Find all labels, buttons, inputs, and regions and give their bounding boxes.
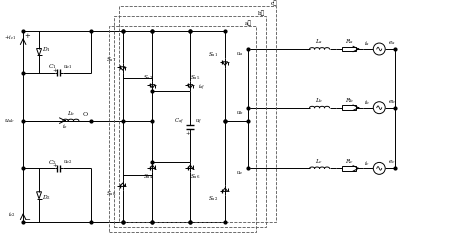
- Bar: [342, 47, 356, 52]
- Text: $e_a$: $e_a$: [388, 39, 396, 47]
- Text: $S_{a6}$: $S_{a6}$: [190, 172, 201, 181]
- Text: $i_{af}$: $i_{af}$: [198, 83, 206, 93]
- Text: $L_b$: $L_b$: [315, 96, 324, 105]
- Text: $u_{c2}$: $u_{c2}$: [63, 158, 73, 166]
- Text: $S_{a4}$: $S_{a4}$: [143, 172, 154, 181]
- Text: $i_{c2}$: $i_{c2}$: [9, 210, 16, 219]
- Text: $L_c$: $L_c$: [316, 157, 324, 166]
- Text: $+i_{c1}$: $+i_{c1}$: [4, 33, 16, 42]
- Text: $S_{a8}$: $S_{a8}$: [106, 189, 116, 198]
- Text: $-$: $-$: [24, 214, 31, 222]
- Text: $C_1$: $C_1$: [48, 62, 56, 71]
- Text: $S_{a5}$: $S_{a5}$: [190, 73, 201, 82]
- Text: $S_{a3}$: $S_{a3}$: [143, 73, 154, 82]
- Text: $e_b$: $e_b$: [388, 98, 396, 106]
- Text: $u_a$: $u_a$: [237, 50, 244, 58]
- Text: b相: b相: [258, 10, 265, 16]
- Text: c相: c相: [271, 0, 277, 6]
- Text: $R_b$: $R_b$: [345, 96, 354, 105]
- Circle shape: [374, 43, 385, 55]
- Text: $R_a$: $R_a$: [345, 38, 354, 47]
- Text: $S_{a1}$: $S_{a1}$: [208, 51, 218, 60]
- Text: a相: a相: [245, 20, 251, 26]
- Text: O: O: [82, 112, 87, 117]
- Text: $S_{a2}$: $S_{a2}$: [208, 194, 218, 203]
- Text: $i_a$: $i_a$: [365, 40, 370, 48]
- Circle shape: [374, 102, 385, 114]
- Circle shape: [374, 162, 385, 174]
- Text: $D_2$: $D_2$: [42, 193, 51, 202]
- Text: $i_b$: $i_b$: [364, 98, 371, 107]
- Bar: [114, 16, 266, 227]
- Text: $+$: $+$: [52, 161, 58, 169]
- Text: $u_b$: $u_b$: [236, 109, 244, 117]
- Text: $e_c$: $e_c$: [388, 158, 396, 166]
- Text: $u_{dc}$: $u_{dc}$: [4, 117, 15, 125]
- Text: $L_a$: $L_a$: [316, 38, 324, 47]
- Text: $u_{c1}$: $u_{c1}$: [63, 63, 73, 71]
- Text: $C_{af}$: $C_{af}$: [174, 117, 184, 127]
- Bar: [342, 105, 356, 110]
- Text: $R_c$: $R_c$: [345, 157, 354, 166]
- Text: $+$: $+$: [185, 129, 191, 137]
- Text: $S_{a7}$: $S_{a7}$: [106, 55, 116, 64]
- Text: $D_1$: $D_1$: [42, 46, 50, 54]
- Text: $i_c$: $i_c$: [364, 159, 370, 168]
- Text: $+$: $+$: [24, 30, 31, 40]
- Bar: [109, 26, 256, 232]
- Text: $L_b$: $L_b$: [67, 109, 75, 118]
- Text: $+$: $+$: [52, 66, 58, 74]
- Text: $u_c$: $u_c$: [236, 169, 244, 177]
- Text: $C_2$: $C_2$: [48, 158, 56, 167]
- Bar: [342, 166, 356, 171]
- Bar: [118, 6, 276, 222]
- Text: $i_o$: $i_o$: [62, 122, 68, 131]
- Text: $u_f$: $u_f$: [194, 118, 202, 127]
